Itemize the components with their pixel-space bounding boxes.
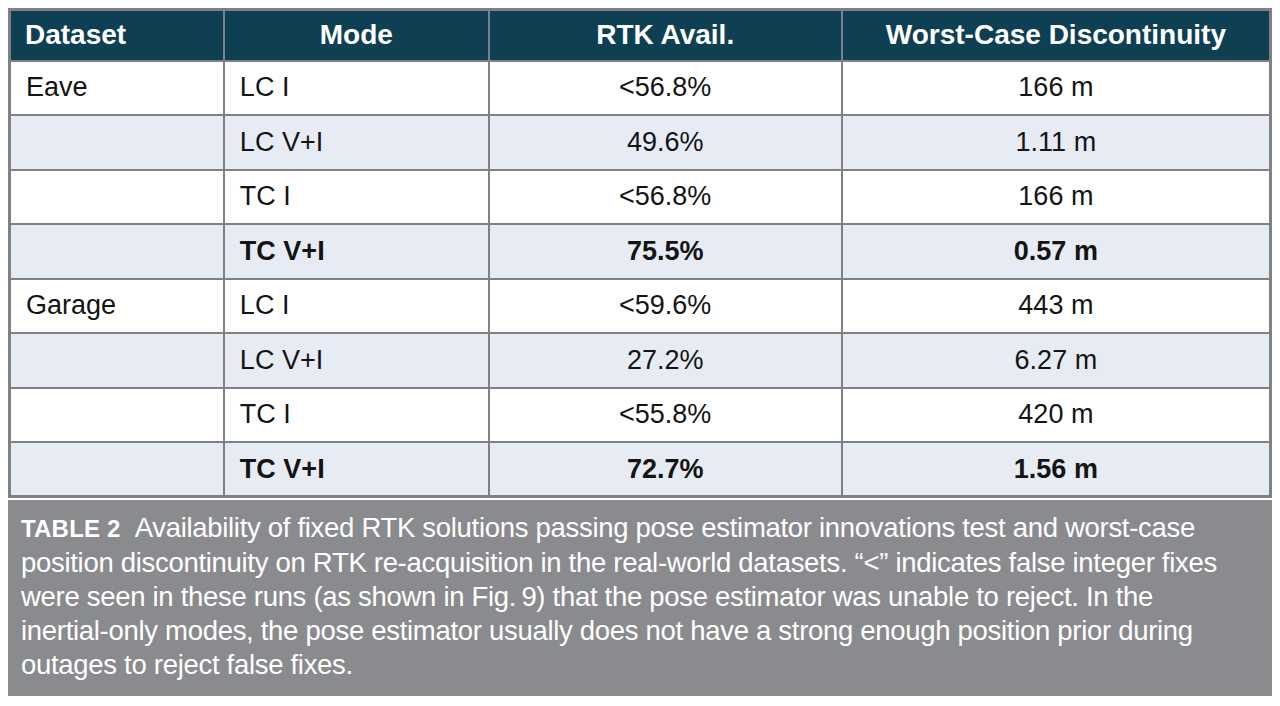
- column-header-dataset: Dataset: [10, 10, 224, 61]
- cell-mode: TC V+I: [224, 442, 489, 497]
- cell-dataset: [10, 224, 224, 279]
- cell-mode: TC I: [224, 388, 489, 443]
- cell-dataset: [10, 333, 224, 388]
- table-row: GarageLC I<59.6%443 m: [10, 279, 1271, 334]
- table-row: TC V+I75.5%0.57 m: [10, 224, 1271, 279]
- cell-rtk-avail: 27.2%: [489, 333, 842, 388]
- cell-rtk-avail: <56.8%: [489, 61, 842, 116]
- cell-mode: LC I: [224, 61, 489, 116]
- table-body: EaveLC I<56.8%166 mLC V+I49.6%1.11 mTC I…: [10, 61, 1271, 497]
- table-row: TC I<55.8%420 m: [10, 388, 1271, 443]
- cell-dataset: [10, 170, 224, 225]
- cell-mode: TC I: [224, 170, 489, 225]
- table-row: EaveLC I<56.8%166 m: [10, 61, 1271, 116]
- cell-discontinuity: 443 m: [842, 279, 1271, 334]
- cell-dataset: Garage: [10, 279, 224, 334]
- column-header-worst-case-discontinuity: Worst-Case Discontinuity: [842, 10, 1271, 61]
- cell-mode: LC V+I: [224, 333, 489, 388]
- cell-dataset: [10, 442, 224, 497]
- cell-mode: TC V+I: [224, 224, 489, 279]
- cell-rtk-avail: 49.6%: [489, 115, 842, 170]
- cell-discontinuity: 1.11 m: [842, 115, 1271, 170]
- cell-discontinuity: 166 m: [842, 61, 1271, 116]
- table-row: TC V+I72.7%1.56 m: [10, 442, 1271, 497]
- cell-dataset: Eave: [10, 61, 224, 116]
- cell-mode: LC I: [224, 279, 489, 334]
- table-figure: Dataset Mode RTK Avail. Worst-Case Disco…: [8, 8, 1272, 696]
- cell-rtk-avail: <59.6%: [489, 279, 842, 334]
- header-row: Dataset Mode RTK Avail. Worst-Case Disco…: [10, 10, 1271, 61]
- cell-rtk-avail: <55.8%: [489, 388, 842, 443]
- column-header-mode: Mode: [224, 10, 489, 61]
- table-row: TC I<56.8%166 m: [10, 170, 1271, 225]
- table-header: Dataset Mode RTK Avail. Worst-Case Disco…: [10, 10, 1271, 61]
- table-caption: TABLE 2Availability of fixed RTK solutio…: [8, 500, 1272, 696]
- column-header-rtk-avail: RTK Avail.: [489, 10, 842, 61]
- cell-mode: LC V+I: [224, 115, 489, 170]
- table-caption-label: TABLE 2: [21, 515, 121, 542]
- cell-discontinuity: 6.27 m: [842, 333, 1271, 388]
- table-row: LC V+I27.2%6.27 m: [10, 333, 1271, 388]
- table-row: LC V+I49.6%1.11 m: [10, 115, 1271, 170]
- results-table: Dataset Mode RTK Avail. Worst-Case Disco…: [8, 8, 1272, 498]
- table-caption-text: Availability of fixed RTK solutions pass…: [21, 512, 1217, 680]
- cell-rtk-avail: 75.5%: [489, 224, 842, 279]
- cell-discontinuity: 420 m: [842, 388, 1271, 443]
- cell-dataset: [10, 388, 224, 443]
- cell-rtk-avail: <56.8%: [489, 170, 842, 225]
- cell-dataset: [10, 115, 224, 170]
- cell-discontinuity: 1.56 m: [842, 442, 1271, 497]
- cell-discontinuity: 166 m: [842, 170, 1271, 225]
- cell-rtk-avail: 72.7%: [489, 442, 842, 497]
- cell-discontinuity: 0.57 m: [842, 224, 1271, 279]
